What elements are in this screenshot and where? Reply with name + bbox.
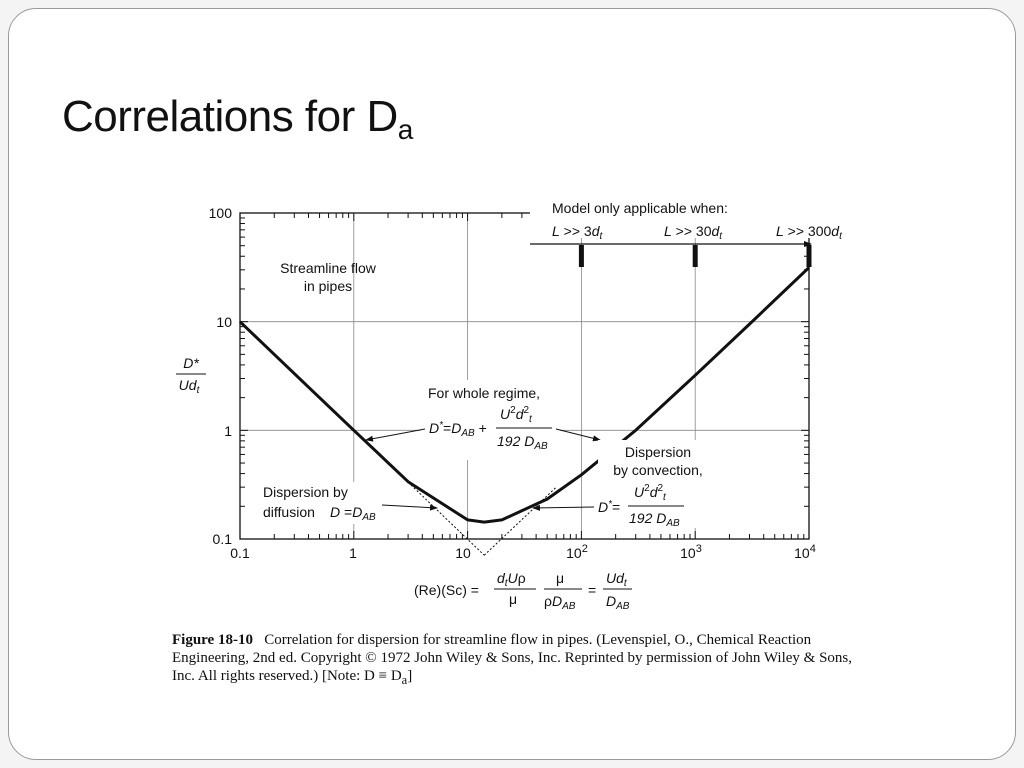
figure-label: Figure 18-10 — [172, 632, 253, 648]
diffusion-asymptote-line — [407, 481, 485, 556]
svg-text:Udt: Udt — [606, 570, 628, 589]
plot-area-frame — [239, 212, 810, 540]
svg-text:μ: μ — [556, 570, 564, 586]
whole-regime-label: For whole regime, — [428, 385, 540, 401]
applicability-mark — [578, 245, 584, 267]
whole-regime-arrow-right — [555, 428, 601, 442]
y-tick-label-10: 10 — [216, 314, 232, 330]
y-tick-label-1: 1 — [224, 423, 232, 439]
x-tick-label-1000: 103 — [680, 543, 702, 561]
x-axis-label: (Re)(Sc) = dtUρ μ μ ρDAB = Udt DAB — [414, 570, 632, 612]
y-tick-label-0.1: 0.1 — [213, 531, 233, 547]
x-tick-label-10: 10 — [455, 545, 471, 561]
svg-text:μ: μ — [509, 591, 517, 607]
caption-end: ] — [407, 668, 413, 684]
x-tick-label-0.1: 0.1 — [230, 545, 250, 561]
convection-label-line1: Dispersion — [625, 444, 691, 460]
streamline-label-line1: Streamline flow — [280, 260, 377, 276]
diffusion-arrow — [381, 504, 438, 511]
applicability-label-1: L >> 3dt — [552, 223, 604, 242]
svg-text:dtUρ: dtUρ — [497, 570, 526, 589]
convection-label-line2: by convection, — [613, 462, 703, 478]
whole-regime-curve — [238, 266, 811, 524]
slide-title: Correlations for Da — [62, 92, 413, 146]
diffusion-label-line1: Dispersion by — [263, 484, 348, 500]
svg-text:ρDAB: ρDAB — [544, 593, 576, 612]
applicability-label-2: L >> 30dt — [664, 223, 723, 242]
applicability-label-3: L >> 300dt — [776, 223, 843, 242]
x-tick-label-100: 102 — [566, 543, 588, 561]
model-applicability-header: Model only applicable when: — [552, 200, 728, 216]
title-text: Correlations for D — [62, 92, 398, 141]
diffusion-label-line2: diffusion — [263, 504, 315, 520]
svg-text:=: = — [588, 582, 596, 598]
whole-regime-formula: D*=DAB + U2d2t 192 DAB — [429, 405, 552, 452]
diffusion-knockout — [258, 482, 386, 524]
applicability-mark — [692, 245, 698, 267]
convection-asymptote-line — [483, 486, 557, 556]
svg-text:Udt: Udt — [179, 377, 201, 396]
convection-knockout — [598, 440, 718, 528]
figure-caption: Figure 18-10 Correlation for dispersion … — [172, 631, 872, 689]
tick-marks — [239, 213, 809, 540]
curve-layer — [238, 266, 811, 556]
streamline-label-line2: in pipes — [304, 278, 352, 294]
svg-text:D*: D* — [183, 355, 199, 371]
caption-text: Correlation for dispersion for streamlin… — [172, 632, 853, 684]
x-tick-label-10000: 104 — [794, 543, 816, 561]
y-tick-label-100: 100 — [209, 205, 233, 221]
svg-text:(Re)(Sc) =: (Re)(Sc) = — [414, 582, 479, 598]
y-axis-label: D* Udt — [176, 355, 206, 396]
convection-arrow — [532, 504, 595, 511]
caption-subscript: a — [401, 673, 408, 687]
svg-text:D*=: D*= — [598, 499, 620, 515]
whole-regime-knockout — [420, 380, 560, 460]
header-knockout — [530, 196, 820, 238]
title-subscript: a — [397, 114, 414, 145]
svg-text:DAB: DAB — [606, 593, 630, 612]
convection-formula: D*= U2d2t 192 DAB — [598, 483, 684, 529]
whole-regime-arrow-left — [365, 428, 426, 442]
x-tick-label-1: 1 — [349, 545, 357, 561]
applicability-mark — [806, 245, 812, 267]
applicability-marks — [578, 245, 812, 267]
